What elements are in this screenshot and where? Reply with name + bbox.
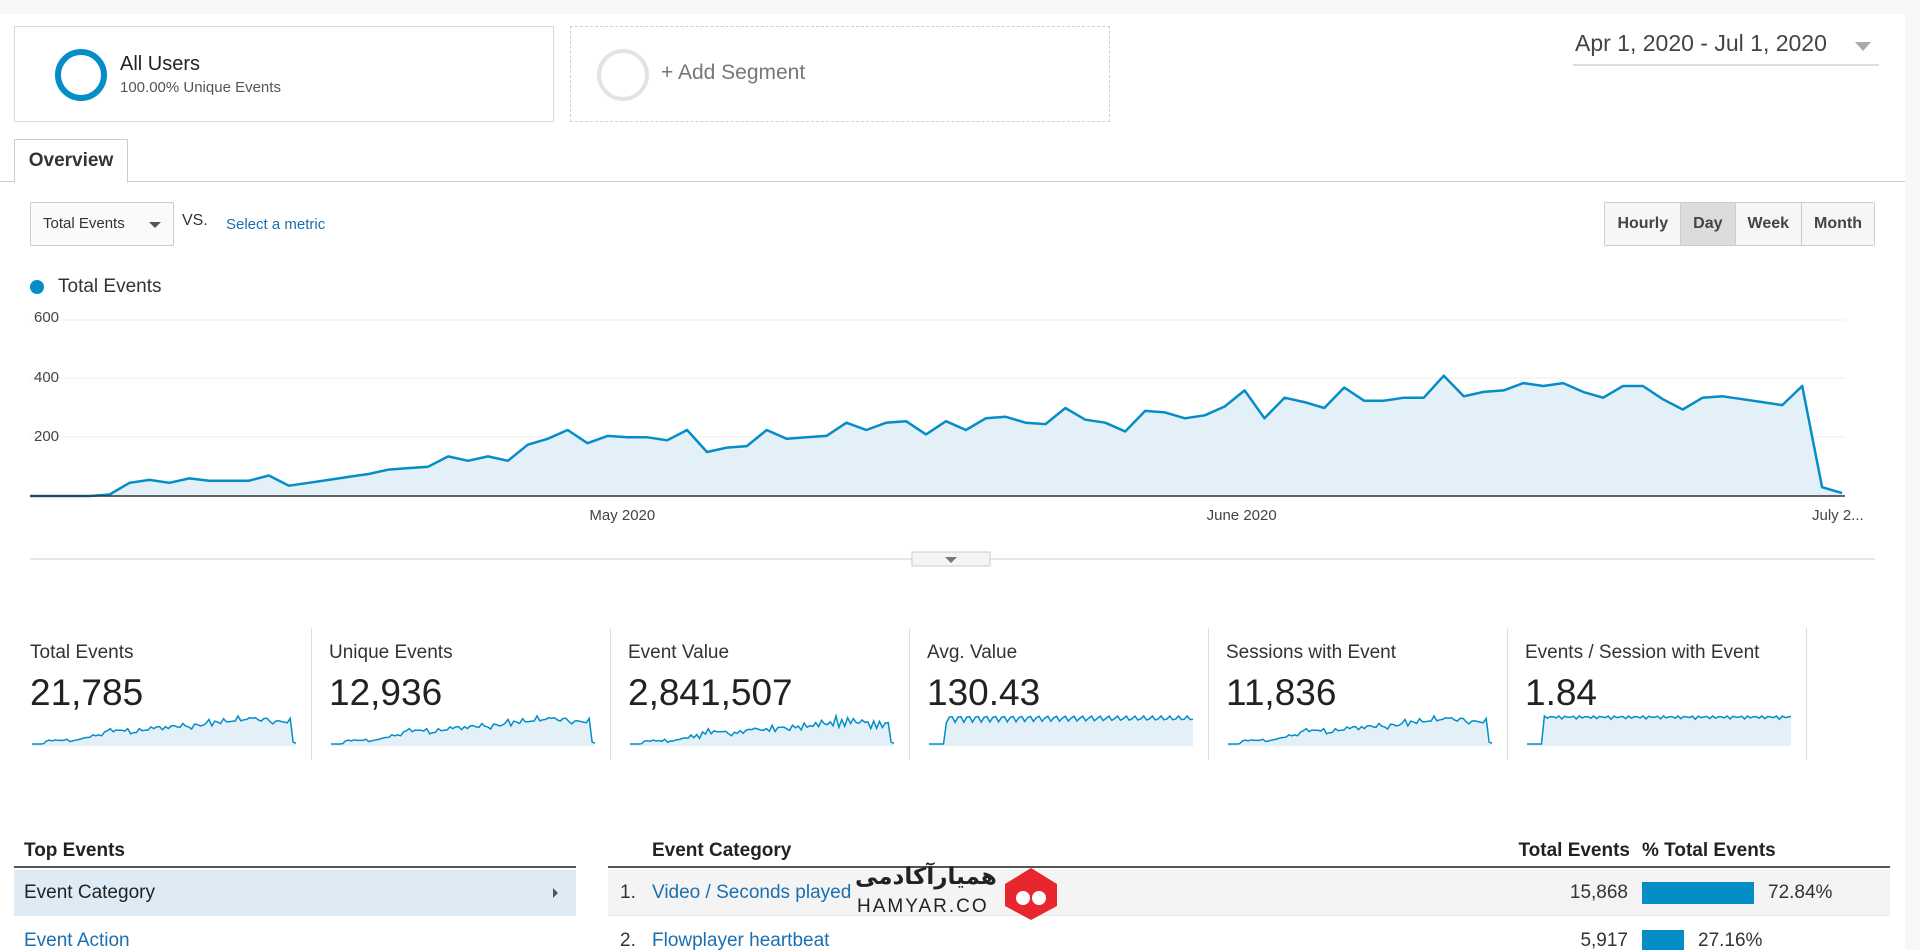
row-number: 1.	[620, 882, 636, 903]
total-events-chart: 600 400 200 May 2020 June 2020 July 2...	[30, 309, 1875, 567]
sparkline-area	[32, 716, 296, 746]
granularity-week-button[interactable]: Week	[1734, 203, 1802, 245]
granularity-day-button[interactable]: Day	[1680, 203, 1735, 245]
metric-label: Total Events	[30, 642, 134, 663]
watermark-text-en: HAMYAR.CO	[857, 896, 989, 917]
sparkline-line	[32, 714, 297, 745]
sparkline-area	[1527, 716, 1791, 746]
granularity-month-button[interactable]: Month	[1801, 203, 1874, 245]
metric-event-value[interactable]: Event Value 2,841,507	[612, 628, 910, 760]
column-header-event-category[interactable]: Event Category	[652, 840, 792, 861]
segment-all-users[interactable]: All Users 100.00% Unique Events	[14, 26, 554, 122]
metric-total-events[interactable]: Total Events 21,785	[14, 628, 312, 760]
x-tick-label: May 2020	[589, 507, 655, 524]
sparkline-line	[1527, 714, 1792, 745]
column-header-total-events[interactable]: Total Events	[1518, 840, 1630, 861]
table-row: 2. Flowplayer heartbeat 5,917 27.16%	[608, 918, 1890, 950]
vs-label: VS.	[182, 212, 208, 229]
top-events-header: Top Events	[14, 836, 576, 868]
metric-value: 130.43	[927, 672, 1041, 713]
metric-value: 11,836	[1226, 672, 1337, 713]
top-events-item-event-category[interactable]: Event Category	[14, 870, 576, 916]
metric-label: Avg. Value	[927, 642, 1018, 663]
table-header: Event Category Total Events % Total Even…	[608, 836, 1890, 868]
metric-label: Unique Events	[329, 642, 453, 663]
sparkline	[32, 714, 297, 746]
add-segment-label: + Add Segment	[661, 61, 806, 84]
metric-avg-value[interactable]: Avg. Value 130.43	[911, 628, 1209, 760]
sparkline	[630, 713, 895, 746]
top-events-item-event-action[interactable]: Event Action	[24, 930, 130, 950]
y-tick-600: 600	[34, 309, 59, 326]
segment-title: All Users	[120, 53, 201, 75]
legend-dot-icon	[30, 280, 44, 294]
row-total: 5,917	[1580, 930, 1628, 950]
segment-ring-icon	[55, 49, 107, 101]
granularity-hourly-button[interactable]: Hourly	[1605, 203, 1681, 245]
metric-value: 12,936	[329, 672, 443, 713]
row-pct: 27.16%	[1698, 930, 1763, 950]
sparkline-area	[331, 716, 595, 746]
legend-label: Total Events	[58, 276, 162, 297]
metric-value: 1.84	[1525, 672, 1598, 713]
report-tabs: Overview	[0, 139, 1905, 183]
metric-label: Sessions with Event	[1226, 642, 1397, 663]
metric-label: Event Value	[628, 642, 730, 663]
series-area	[30, 375, 1842, 496]
sparkline	[1527, 714, 1792, 746]
chevron-right-icon	[553, 888, 558, 898]
add-segment-button[interactable]: + Add Segment	[570, 26, 1110, 122]
hamyar-logo-icon	[1005, 868, 1057, 920]
column-header-pct-total-events[interactable]: % Total Events	[1642, 840, 1776, 861]
date-range-selector[interactable]: Apr 1, 2020 - Jul 1, 2020	[1573, 30, 1879, 66]
sparkline-area	[1228, 716, 1492, 746]
row-share-bar	[1642, 882, 1754, 904]
metric-select[interactable]: Total Events	[30, 202, 174, 246]
granularity-toggle: Hourly Day Week Month	[1604, 202, 1875, 246]
x-tick-label: July 2...	[1812, 507, 1864, 524]
metric-unique-events[interactable]: Unique Events 12,936	[313, 628, 611, 760]
metric-value: 2,841,507	[628, 672, 793, 713]
row-category-link[interactable]: Flowplayer heartbeat	[652, 930, 830, 950]
watermark-text-fa: همیارآکادمی	[855, 864, 997, 890]
sparkline-area	[630, 716, 894, 746]
y-tick-200: 200	[34, 428, 59, 445]
x-axis-ticks: May 2020 June 2020 July 2...	[589, 507, 1863, 524]
y-tick-400: 400	[34, 369, 59, 386]
date-range-label: Apr 1, 2020 - Jul 1, 2020	[1575, 30, 1827, 56]
chevron-down-icon	[945, 557, 957, 563]
series-line	[30, 374, 1843, 498]
row-total: 15,868	[1569, 882, 1628, 903]
sparkline-area	[929, 716, 1193, 746]
row-category-link[interactable]: Video / Seconds played	[652, 882, 852, 903]
metric-value: 21,785	[30, 672, 144, 713]
sparkline	[331, 714, 596, 746]
chart-legend: Total Events	[30, 276, 162, 298]
chevron-down-icon	[1855, 42, 1871, 51]
select-metric-link[interactable]: Select a metric	[226, 216, 326, 233]
empty-ring-icon	[597, 49, 649, 101]
sparkline	[929, 714, 1194, 746]
watermark: همیارآکادمی HAMYAR.CO	[855, 864, 1065, 924]
row-share-bar	[1642, 930, 1684, 950]
sparkline-line	[1228, 714, 1493, 745]
metric-select-value: Total Events	[43, 215, 125, 232]
analytics-page: All Users 100.00% Unique Events + Add Se…	[0, 14, 1905, 950]
table-row: 1. Video / Seconds played 15,868 72.84%	[608, 870, 1890, 916]
top-events-item-label: Event Category	[24, 882, 155, 903]
chevron-down-icon	[149, 222, 161, 228]
metric-label: Events / Session with Event	[1525, 642, 1760, 663]
sparkline-line	[929, 714, 1194, 745]
sparkline-line	[331, 714, 596, 745]
tab-overview[interactable]: Overview	[14, 139, 128, 183]
sparkline	[1228, 714, 1493, 746]
metric-events-per-session[interactable]: Events / Session with Event 1.84	[1509, 628, 1807, 760]
row-number: 2.	[620, 930, 636, 950]
sparkline-line	[630, 713, 895, 745]
row-pct: 72.84%	[1768, 882, 1833, 903]
x-tick-label: June 2020	[1207, 507, 1277, 524]
metric-sessions-with-event[interactable]: Sessions with Event 11,836	[1210, 628, 1508, 760]
segment-subtitle: 100.00% Unique Events	[120, 79, 281, 96]
